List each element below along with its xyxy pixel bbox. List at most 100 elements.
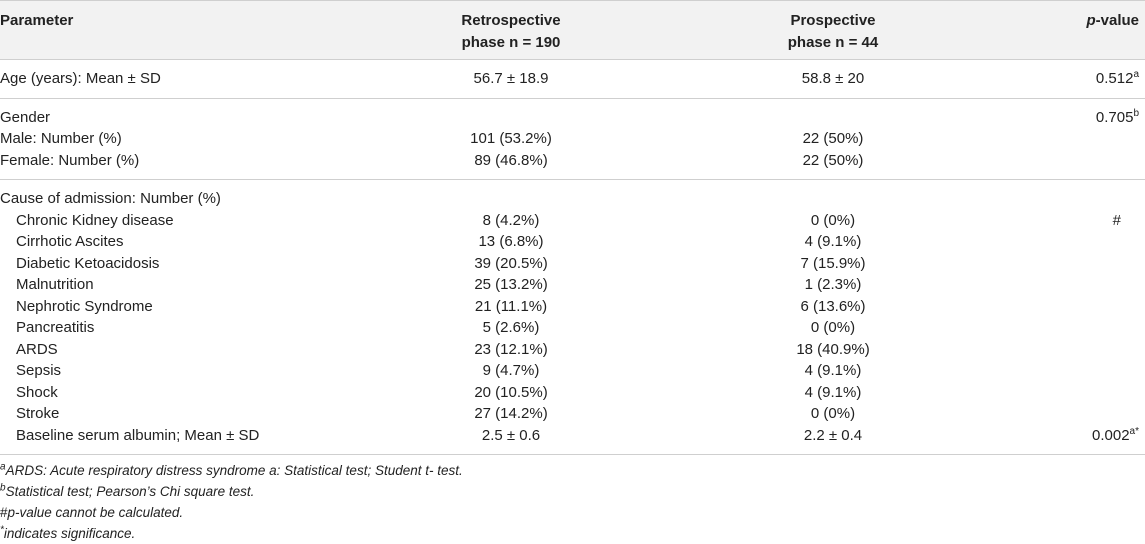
header-pro-line1: Prospective — [790, 12, 876, 29]
age-retro: 56.7 ± 18.9 — [296, 59, 726, 98]
cause-row-p — [940, 296, 1145, 318]
cause-row-label: Cirrhotic Ascites — [16, 233, 124, 250]
cause-row-label: Shock — [16, 383, 58, 401]
cause-row-p — [940, 317, 1145, 339]
cause-row-p — [940, 403, 1145, 425]
cause-row-label: Chronic Kidney disease — [16, 211, 174, 229]
cause-row-p — [940, 231, 1145, 253]
header-retrospective: Retrospective phase n = 190 — [296, 0, 726, 60]
footnote-a-sup: a — [0, 461, 6, 473]
table-row-age: Age (years): Mean ± SD 56.7 ± 18.9 58.8 … — [0, 59, 1145, 98]
cause-row-label: Malnutrition — [16, 276, 94, 293]
male-pro: 22 (50%) — [802, 130, 864, 147]
female-pro: 22 (50%) — [802, 151, 864, 169]
cause-row-pro: 4 (9.1%) — [804, 362, 862, 379]
male-retro: 101 (53.2%) — [470, 130, 552, 147]
baseline-characteristics-table: Parameter Retrospective phase n = 190 Pr… — [0, 0, 1145, 455]
cause-row-pro: 7 (15.9%) — [800, 254, 866, 272]
footnote-hash: #p-value cannot be calculated. — [0, 502, 463, 523]
cause-row-p — [940, 382, 1145, 404]
cause-row-retro: 23 (12.1%) — [474, 340, 548, 358]
cause-row-retro: 13 (6.8%) — [478, 233, 544, 250]
header-p-italic: p — [1086, 12, 1096, 29]
table-row: ARDS 23 (12.1%) 18 (40.9%) — [0, 339, 1145, 361]
table-row: Cirrhotic Ascites 13 (6.8%) 4 (9.1%) — [0, 231, 1145, 253]
cause-row-pro: 0 (0%) — [810, 405, 856, 422]
cause-row-p — [940, 360, 1145, 382]
table-row-male: Male: Number (%) 101 (53.2%) 22 (50%) — [0, 128, 1145, 150]
age-p-sup: a — [1133, 69, 1139, 80]
gender-p-sup: b — [1133, 107, 1139, 119]
table-row-female: Female: Number (%) 89 (46.8%) 22 (50%) — [0, 150, 1145, 180]
cause-row-pro: 0 (0%) — [810, 319, 856, 336]
table-row: Diabetic Ketoacidosis 39 (20.5%) 7 (15.9… — [0, 253, 1145, 275]
cause-row-pro: 1 (2.3%) — [804, 276, 862, 293]
table-row: Chronic Kidney disease 8 (4.2%) 0 (0%) # — [0, 210, 1145, 232]
cause-row-retro: 39 (20.5%) — [474, 254, 548, 272]
footnote-hash-text: p-value cannot be calculated. — [7, 505, 184, 520]
footnote-star-sup: * — [0, 524, 4, 536]
cause-row-pro: 6 (13.6%) — [800, 297, 866, 315]
cause-row-label: Stroke — [16, 405, 60, 422]
cause-row-label: ARDS — [16, 340, 58, 358]
cause-row-retro: 27 (14.2%) — [474, 405, 548, 422]
gender-p-value: 0.705b — [940, 97, 1145, 128]
albumin-pro: 2.2 ± 0.4 — [726, 424, 940, 455]
cause-row-retro: 9 (4.7%) — [482, 362, 540, 379]
footnote-star-text: indicates significance. — [3, 526, 136, 541]
cause-row-pro: 4 (9.1%) — [804, 383, 862, 401]
cause-row-retro: 5 (2.6%) — [482, 319, 540, 336]
table-row: Shock 20 (10.5%) 4 (9.1%) — [0, 382, 1145, 404]
age-label: Age (years): Mean ± SD — [0, 59, 296, 98]
age-p: 0.512 — [1095, 70, 1134, 87]
cause-row-pro: 0 (0%) — [810, 211, 856, 229]
header-p-rest: -value — [1095, 12, 1139, 29]
cause-row-label: Diabetic Ketoacidosis — [16, 254, 160, 272]
header-prospective: Prospective phase n = 44 — [726, 0, 940, 60]
header-p-value: p-value — [940, 0, 1145, 60]
cause-row-pro: 4 (9.1%) — [804, 233, 862, 250]
footnote-hash-mark: # — [0, 505, 8, 520]
cause-row-pro: 18 (40.9%) — [796, 340, 870, 358]
age-p-value: 0.512a — [940, 59, 1145, 98]
cause-row-retro: 21 (11.1%) — [474, 297, 548, 315]
albumin-p: 0.002 — [1092, 426, 1130, 444]
cause-label: Cause of admission: Number (%) — [0, 179, 296, 210]
albumin-retro: 2.5 ± 0.6 — [296, 424, 726, 455]
table-row: Stroke 27 (14.2%) 0 (0%) — [0, 403, 1145, 425]
header-row: Parameter Retrospective phase n = 190 Pr… — [0, 0, 1145, 60]
footnote-a-text: ARDS: Acute respiratory distress syndrom… — [5, 463, 463, 478]
table-row: Pancreatitis 5 (2.6%) 0 (0%) — [0, 317, 1145, 339]
table-row-cause-header: Cause of admission: Number (%) — [0, 179, 1145, 210]
gender-p: 0.705 — [1095, 108, 1134, 126]
table-footnotes: aARDS: Acute respiratory distress syndro… — [0, 460, 463, 544]
header-pro-line2: phase n = 44 — [787, 33, 879, 51]
cause-row-label: Pancreatitis — [16, 319, 95, 336]
female-retro: 89 (46.8%) — [474, 151, 548, 169]
cause-row-label: Sepsis — [16, 362, 62, 379]
footnote-b-text: Statistical test; Pearson’s Chi square t… — [5, 484, 255, 499]
header-retro-line1: Retrospective — [461, 12, 561, 29]
albumin-p-value: 0.002a* — [940, 424, 1145, 455]
table-row: Malnutrition 25 (13.2%) 1 (2.3%) — [0, 274, 1145, 296]
female-label: Female: Number (%) — [0, 151, 140, 169]
cause-row-retro: 25 (13.2%) — [474, 276, 548, 293]
table-row: Nephrotic Syndrome 21 (11.1%) 6 (13.6%) — [0, 296, 1145, 318]
age-pro: 58.8 ± 20 — [726, 59, 940, 98]
header-parameter: Parameter — [0, 0, 296, 60]
footnote-a: aARDS: Acute respiratory distress syndro… — [0, 460, 463, 481]
gender-label: Gender — [0, 97, 296, 128]
footnote-b: bStatistical test; Pearson’s Chi square … — [0, 481, 463, 502]
cause-row-p — [940, 339, 1145, 361]
footnote-b-sup: b — [0, 482, 6, 494]
table-row-gender: Gender 0.705b — [0, 97, 1145, 128]
cause-row-p — [940, 274, 1145, 296]
albumin-label: Baseline serum albumin; Mean ± SD — [0, 424, 296, 455]
footnote-star: *indicates significance. — [0, 523, 463, 544]
table-row-albumin: Baseline serum albumin; Mean ± SD 2.5 ± … — [0, 424, 1145, 455]
cause-row-label: Nephrotic Syndrome — [16, 297, 153, 315]
albumin-p-sup: a* — [1129, 425, 1139, 437]
male-label: Male: Number (%) — [0, 130, 122, 147]
cause-row-retro: 20 (10.5%) — [474, 383, 548, 401]
